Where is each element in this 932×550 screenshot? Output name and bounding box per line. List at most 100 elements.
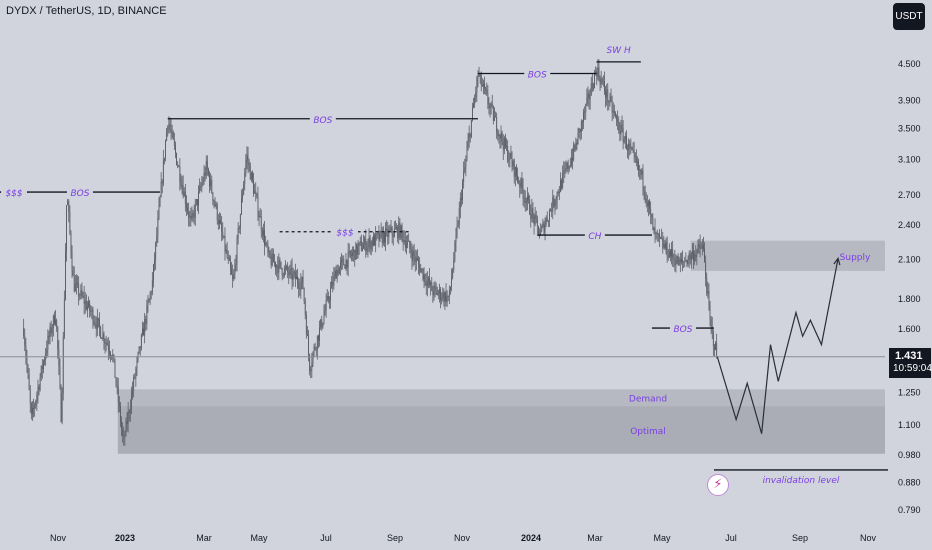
candle-body [548,210,550,221]
candle-body [46,349,48,354]
candle-body [635,157,637,163]
candle-body [677,256,679,266]
candle-body [558,191,560,194]
candle-body [316,335,318,350]
candle-body [429,277,430,286]
candle-body [353,249,355,253]
candle-body [60,386,62,422]
candle-body [493,116,495,121]
x-tick-label: Jul [725,533,737,543]
candle-body [627,148,628,151]
candle-body [462,182,463,200]
candle-body [631,147,633,150]
candle-body [544,224,546,233]
candle-body [546,218,548,222]
candle-body [561,180,562,189]
candle-body [140,335,142,349]
candle-body [424,274,426,282]
candle-body [324,310,326,315]
candle-body [48,335,50,338]
candle-body [161,181,163,184]
candle-body [239,214,241,229]
candle-body [385,228,386,243]
candle-body [243,183,245,195]
candle-body [68,200,70,213]
candle-body [74,284,76,292]
candle-body [605,91,606,98]
candle-body [116,385,118,387]
candle-body [497,132,499,137]
candle-body [407,241,408,245]
candle-body [585,104,587,113]
candle-body [284,267,286,269]
bar-countdown: 10:59:04 [893,362,932,374]
candle-body [555,200,557,203]
candle-body [52,315,54,328]
candle-body [323,314,325,323]
candle-body [224,235,226,252]
candle-body [672,249,674,258]
candle-body [287,266,289,272]
candle-body [259,215,261,218]
candle-body [61,393,63,422]
candle-body [339,262,341,268]
candle-body [214,201,216,207]
candle-body [579,128,581,133]
candle-body [193,213,195,218]
candle-body [234,264,236,275]
candle-body [459,198,461,209]
candle-body [105,342,107,344]
candle-body [25,345,27,357]
candle-body [147,302,149,306]
tradingview-logo-icon[interactable]: ⚡ [707,474,729,496]
annotation-label-bg [309,111,336,126]
candle-body [190,215,192,219]
candle-body [358,242,360,247]
candle-body [77,282,78,284]
candle-body [435,287,437,290]
candle-body [158,205,160,219]
candle-body [554,202,556,207]
candle-body [367,242,369,248]
candle-body [107,345,109,350]
candle-body [115,377,117,386]
candle-body [374,235,375,246]
candle-body [33,407,34,409]
candle-body [660,237,661,239]
candle-body [163,158,165,160]
candle-body [72,270,74,276]
candle-body [510,152,512,159]
candle-body [573,144,575,160]
annotation-label-bg [669,321,696,336]
candle-body [649,201,650,209]
candle-body [531,208,533,219]
y-tick-label: 3.900 [898,96,921,106]
candle-body [268,251,270,253]
candle-body [393,228,395,237]
candle-body [575,142,577,150]
candle-body [173,139,175,146]
candle-body [441,298,443,301]
candle-body [451,278,452,287]
candle-body [172,131,174,140]
candle-body [512,160,514,167]
candle-body [28,375,30,390]
candle-body [464,166,466,172]
candle-body [49,326,51,338]
candle-body [519,182,521,188]
candle-body [454,242,456,260]
candle-body [389,230,391,232]
candle-body [29,389,31,404]
zone-supply [690,240,885,271]
candle-body [674,259,676,266]
candle-body [150,292,152,294]
candle-body [368,237,370,243]
currency-button[interactable]: USDT [893,3,925,30]
candle-body [89,301,91,311]
candle-body [592,87,594,89]
candle-body [610,96,612,101]
candle-body [136,359,138,369]
candle-body [333,275,335,286]
